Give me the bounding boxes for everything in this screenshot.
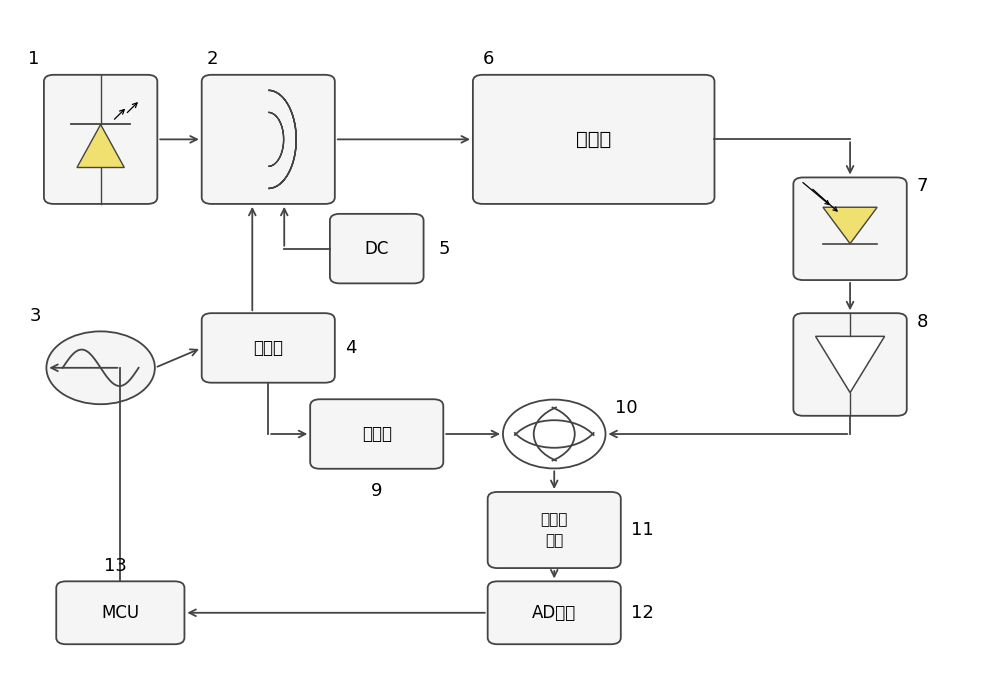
FancyBboxPatch shape xyxy=(793,177,907,280)
Text: 3: 3 xyxy=(30,307,41,324)
Text: 13: 13 xyxy=(104,557,127,575)
Text: 10: 10 xyxy=(615,399,638,417)
Polygon shape xyxy=(823,208,877,243)
FancyBboxPatch shape xyxy=(488,581,621,644)
FancyBboxPatch shape xyxy=(44,75,157,204)
Text: AD采样: AD采样 xyxy=(532,604,576,622)
Circle shape xyxy=(46,331,155,404)
Text: 低通滤
波器: 低通滤 波器 xyxy=(541,512,568,548)
FancyBboxPatch shape xyxy=(202,75,335,204)
Text: 4: 4 xyxy=(345,339,356,357)
Polygon shape xyxy=(268,112,284,166)
FancyBboxPatch shape xyxy=(310,400,443,468)
FancyBboxPatch shape xyxy=(793,313,907,416)
Polygon shape xyxy=(268,91,296,189)
Polygon shape xyxy=(77,124,124,168)
FancyBboxPatch shape xyxy=(56,581,184,644)
FancyBboxPatch shape xyxy=(202,313,335,383)
FancyBboxPatch shape xyxy=(488,492,621,568)
Text: 11: 11 xyxy=(631,521,653,539)
Text: 7: 7 xyxy=(917,177,928,195)
FancyBboxPatch shape xyxy=(330,214,424,283)
Text: 功分器: 功分器 xyxy=(253,339,283,357)
FancyBboxPatch shape xyxy=(473,75,714,204)
Text: 2: 2 xyxy=(207,50,218,68)
Text: 12: 12 xyxy=(631,604,654,622)
Text: 被测件: 被测件 xyxy=(576,130,611,149)
Text: 5: 5 xyxy=(438,239,450,258)
Text: 8: 8 xyxy=(917,313,928,331)
Polygon shape xyxy=(816,337,885,393)
Text: DC: DC xyxy=(365,239,389,258)
Circle shape xyxy=(503,400,606,468)
Text: 1: 1 xyxy=(28,50,39,68)
Text: 9: 9 xyxy=(371,482,382,500)
Text: MCU: MCU xyxy=(101,604,139,622)
Text: 移相器: 移相器 xyxy=(362,425,392,443)
Text: 6: 6 xyxy=(483,50,494,68)
